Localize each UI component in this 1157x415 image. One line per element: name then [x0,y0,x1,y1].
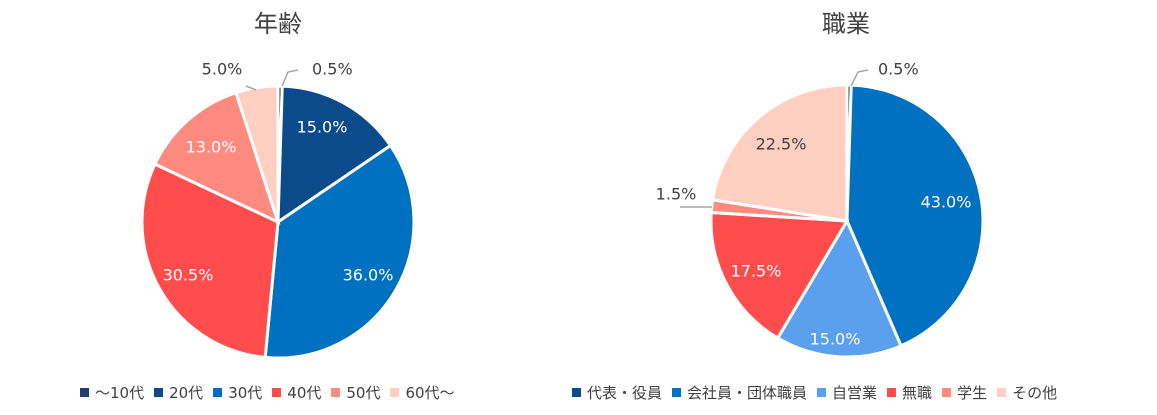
job-data-label-2: 15.0% [810,330,861,349]
age-legend-item: 50代 [331,382,380,403]
job-legend-swatch [572,388,581,397]
age-legend-label: 30代 [228,384,263,402]
job-legend-item: 無職 [887,382,932,403]
age-data-label-2: 36.0% [343,266,394,285]
job-legend: 代表・役員 会社員・団体職員 自営業 無職 学生 その他 [572,382,1067,403]
age-legend-swatch [331,388,341,397]
age-slice-1 [276,84,393,225]
job-legend-label: 代表・役員 [587,384,663,402]
age-legend-swatch [390,388,400,397]
age-slice-2 [263,143,416,360]
age-slice-4 [152,90,281,225]
job-legend-item: 学生 [942,382,987,403]
job-legend-label: 自営業 [832,384,878,402]
age-legend-swatch [272,388,282,397]
job-legend-label: 会社員・団体職員 [687,384,808,402]
age-data-label-1: 15.0% [297,118,348,137]
age-data-label-5: 5.0% [202,60,243,79]
age-legend-item: 20代 [154,382,203,403]
age-leader-line-5 [245,85,257,91]
job-legend-swatch [887,388,897,397]
job-legend-swatch [997,388,1007,397]
job-legend-label: その他 [1012,384,1058,402]
age-legend-label: 40代 [287,384,322,402]
job-slice-5 [710,83,849,223]
job-legend-label: 無職 [902,384,933,402]
age-data-label-0: 0.5% [312,60,353,79]
job-data-label-5: 22.5% [756,135,807,154]
age-legend-item: ～10代 [80,382,144,403]
job-chart-title: 職業 [822,10,870,38]
job-slice-3 [709,210,850,341]
job-legend-item: 自営業 [817,382,877,403]
job-legend-item: 代表・役員 [572,382,662,403]
age-slice-5 [234,84,280,223]
age-leader-line-0 [281,69,299,87]
job-data-label-1: 43.0% [921,193,972,212]
job-data-label-3: 17.5% [731,262,782,281]
age-legend-label: 60代～ [405,384,455,402]
job-leader-line-0 [850,69,869,87]
job-legend-swatch [672,388,682,397]
job-legend-item: その他 [997,382,1057,403]
age-chart-title: 年齢 [254,10,302,38]
age-legend-label: 20代 [169,384,204,402]
age-slice-3 [140,162,280,360]
age-legend: ～10代 20代 30代 40代 50代 60代～ [80,382,465,403]
age-data-label-4: 13.0% [186,138,237,157]
age-legend-swatch [154,388,164,397]
job-legend-item: 会社員・団体職員 [672,382,807,403]
job-slice-1 [845,83,985,348]
age-legend-label: 50代 [346,384,381,402]
age-data-label-3: 30.5% [163,266,214,285]
age-legend-item: 30代 [213,382,262,403]
job-legend-label: 学生 [957,384,988,402]
age-legend-item: 60代～ [390,382,455,403]
age-legend-swatch [213,388,223,397]
age-legend-swatch [80,388,89,397]
job-data-label-0: 0.5% [878,60,919,79]
job-legend-swatch [817,388,827,397]
age-legend-label: ～10代 [95,384,145,402]
job-data-label-4: 1.5% [656,185,697,204]
job-legend-swatch [942,388,952,397]
age-legend-item: 40代 [272,382,321,403]
job-slice-2 [775,217,903,359]
